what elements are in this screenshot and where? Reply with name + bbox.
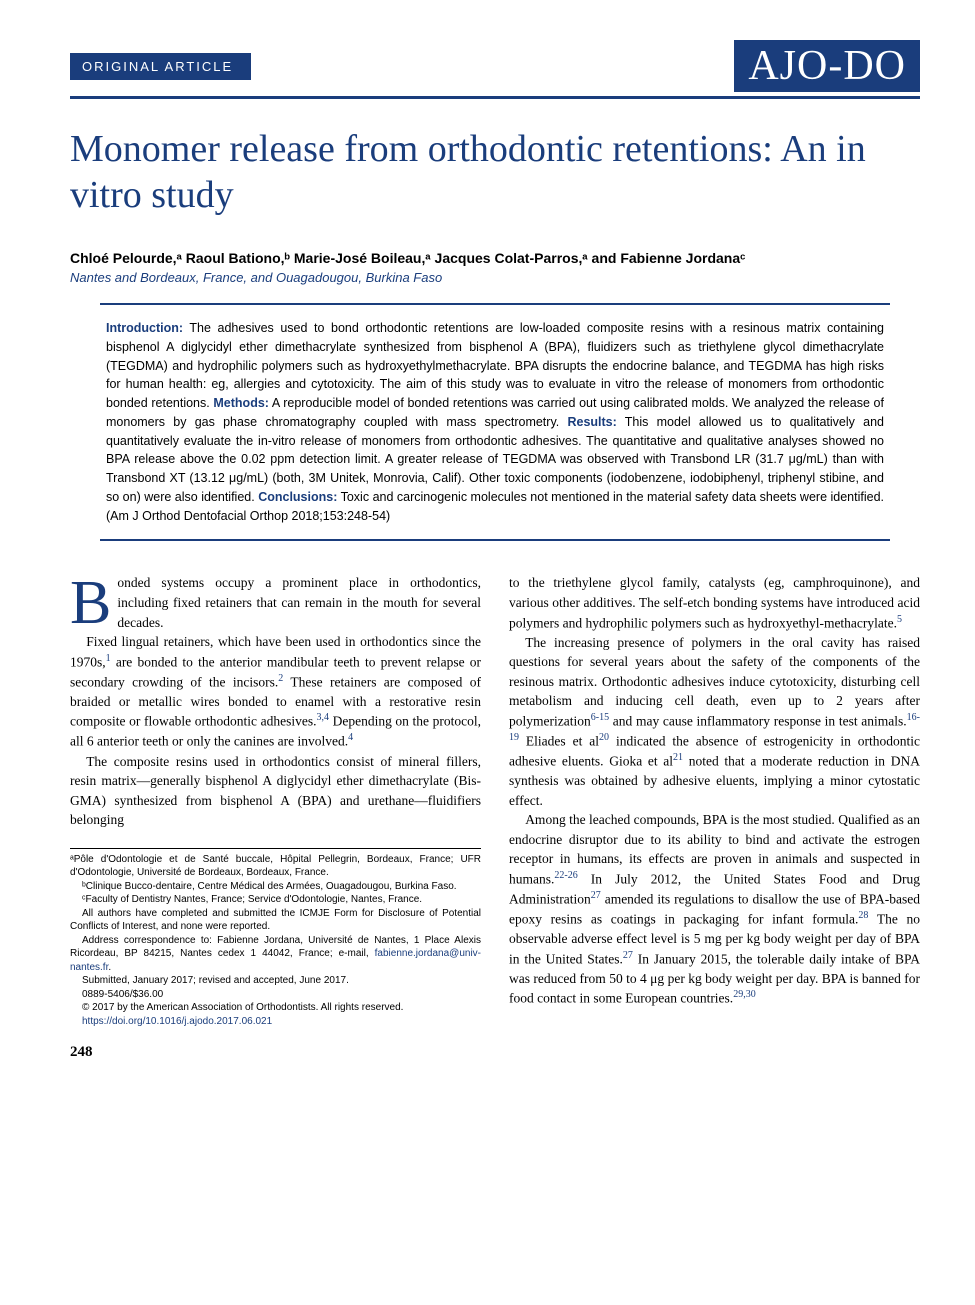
- footnote-submitted: Submitted, January 2017; revised and acc…: [70, 974, 481, 988]
- address-post: .: [108, 962, 111, 973]
- body-r-p3: Among the leached compounds, BPA is the …: [509, 810, 920, 1008]
- abstract-intro-label: Introduction:: [106, 321, 183, 335]
- body-r-p2: The increasing presence of polymers in t…: [509, 633, 920, 811]
- header-bar: ORIGINAL ARTICLE AJO-DO: [70, 40, 920, 92]
- footnote-doi: https://doi.org/10.1016/j.ajodo.2017.06.…: [70, 1015, 481, 1029]
- body-r-p1: to the triethylene glycol family, cataly…: [509, 573, 920, 632]
- footnote-c: ᶜFaculty of Dentistry Nantes, France; Se…: [70, 893, 481, 907]
- doi-link[interactable]: https://doi.org/10.1016/j.ajodo.2017.06.…: [82, 1016, 272, 1027]
- authors-line: Chloé Pelourde,ᵃ Raoul Bationo,ᵇ Marie-J…: [70, 250, 920, 266]
- ref-sup: 27: [591, 890, 601, 901]
- ref-sup: 27: [623, 950, 633, 961]
- body-r-p2b: and may cause inflammatory response in t…: [609, 713, 907, 728]
- abstract-block: Introduction: The adhesives used to bond…: [100, 303, 890, 541]
- left-column: Bonded systems occupy a prominent place …: [70, 573, 481, 1064]
- ref-sup: 22-26: [554, 870, 577, 881]
- footnote-issn: 0889-5406/$36.00: [70, 988, 481, 1002]
- dropcap: B: [70, 573, 117, 630]
- ref-sup: 28: [858, 910, 868, 921]
- body-p1-text: onded systems occupy a prominent place i…: [117, 575, 481, 629]
- body-r-p2c: Eliades et al: [519, 733, 599, 748]
- footnote-disclosure: All authors have completed and submitted…: [70, 907, 481, 934]
- footnote-b: ᵇClinique Bucco-dentaire, Centre Médical…: [70, 880, 481, 894]
- affiliations-line: Nantes and Bordeaux, France, and Ouagado…: [70, 270, 920, 285]
- article-type-label: ORIGINAL ARTICLE: [70, 53, 251, 80]
- ref-sup: 4: [348, 732, 353, 743]
- footnote-address: Address correspondence to: Fabienne Jord…: [70, 934, 481, 975]
- abstract-methods-label: Methods:: [213, 396, 269, 410]
- header-rule: [70, 96, 920, 99]
- article-title: Monomer release from orthodontic retenti…: [70, 127, 920, 218]
- ref-sup: 20: [599, 732, 609, 743]
- journal-logo: AJO-DO: [734, 40, 920, 92]
- body-p3: The composite resins used in orthodontic…: [70, 752, 481, 830]
- ref-sup: 3,4: [316, 712, 329, 723]
- right-column: to the triethylene glycol family, cataly…: [509, 573, 920, 1064]
- body-p2: Fixed lingual retainers, which have been…: [70, 632, 481, 751]
- footnote-a: ᵃPôle d'Odontologie et de Santé buccale,…: [70, 853, 481, 880]
- body-p1: Bonded systems occupy a prominent place …: [70, 573, 481, 632]
- page-number: 248: [70, 1042, 481, 1064]
- authors-text: Chloé Pelourde,ᵃ Raoul Bationo,ᵇ Marie-J…: [70, 250, 745, 266]
- body-columns: Bonded systems occupy a prominent place …: [70, 573, 920, 1064]
- ref-sup: 21: [673, 752, 683, 763]
- ref-sup: 5: [897, 614, 902, 625]
- abstract-results-label: Results:: [567, 415, 616, 429]
- footnote-copyright: © 2017 by the American Association of Or…: [70, 1001, 481, 1015]
- page: ORIGINAL ARTICLE AJO-DO Monomer release …: [0, 0, 975, 1094]
- footnotes-block: ᵃPôle d'Odontologie et de Santé buccale,…: [70, 848, 481, 1029]
- ref-sup: 6-15: [591, 712, 609, 723]
- abstract-concl-label: Conclusions:: [258, 490, 337, 504]
- body-r-p1a: to the triethylene glycol family, cataly…: [509, 575, 920, 630]
- ref-sup: 29,30: [733, 989, 756, 1000]
